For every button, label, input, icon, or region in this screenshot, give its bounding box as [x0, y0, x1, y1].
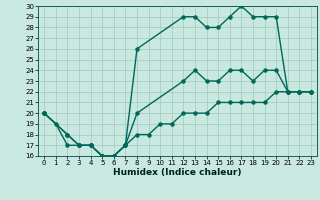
X-axis label: Humidex (Indice chaleur): Humidex (Indice chaleur) [113, 168, 242, 177]
